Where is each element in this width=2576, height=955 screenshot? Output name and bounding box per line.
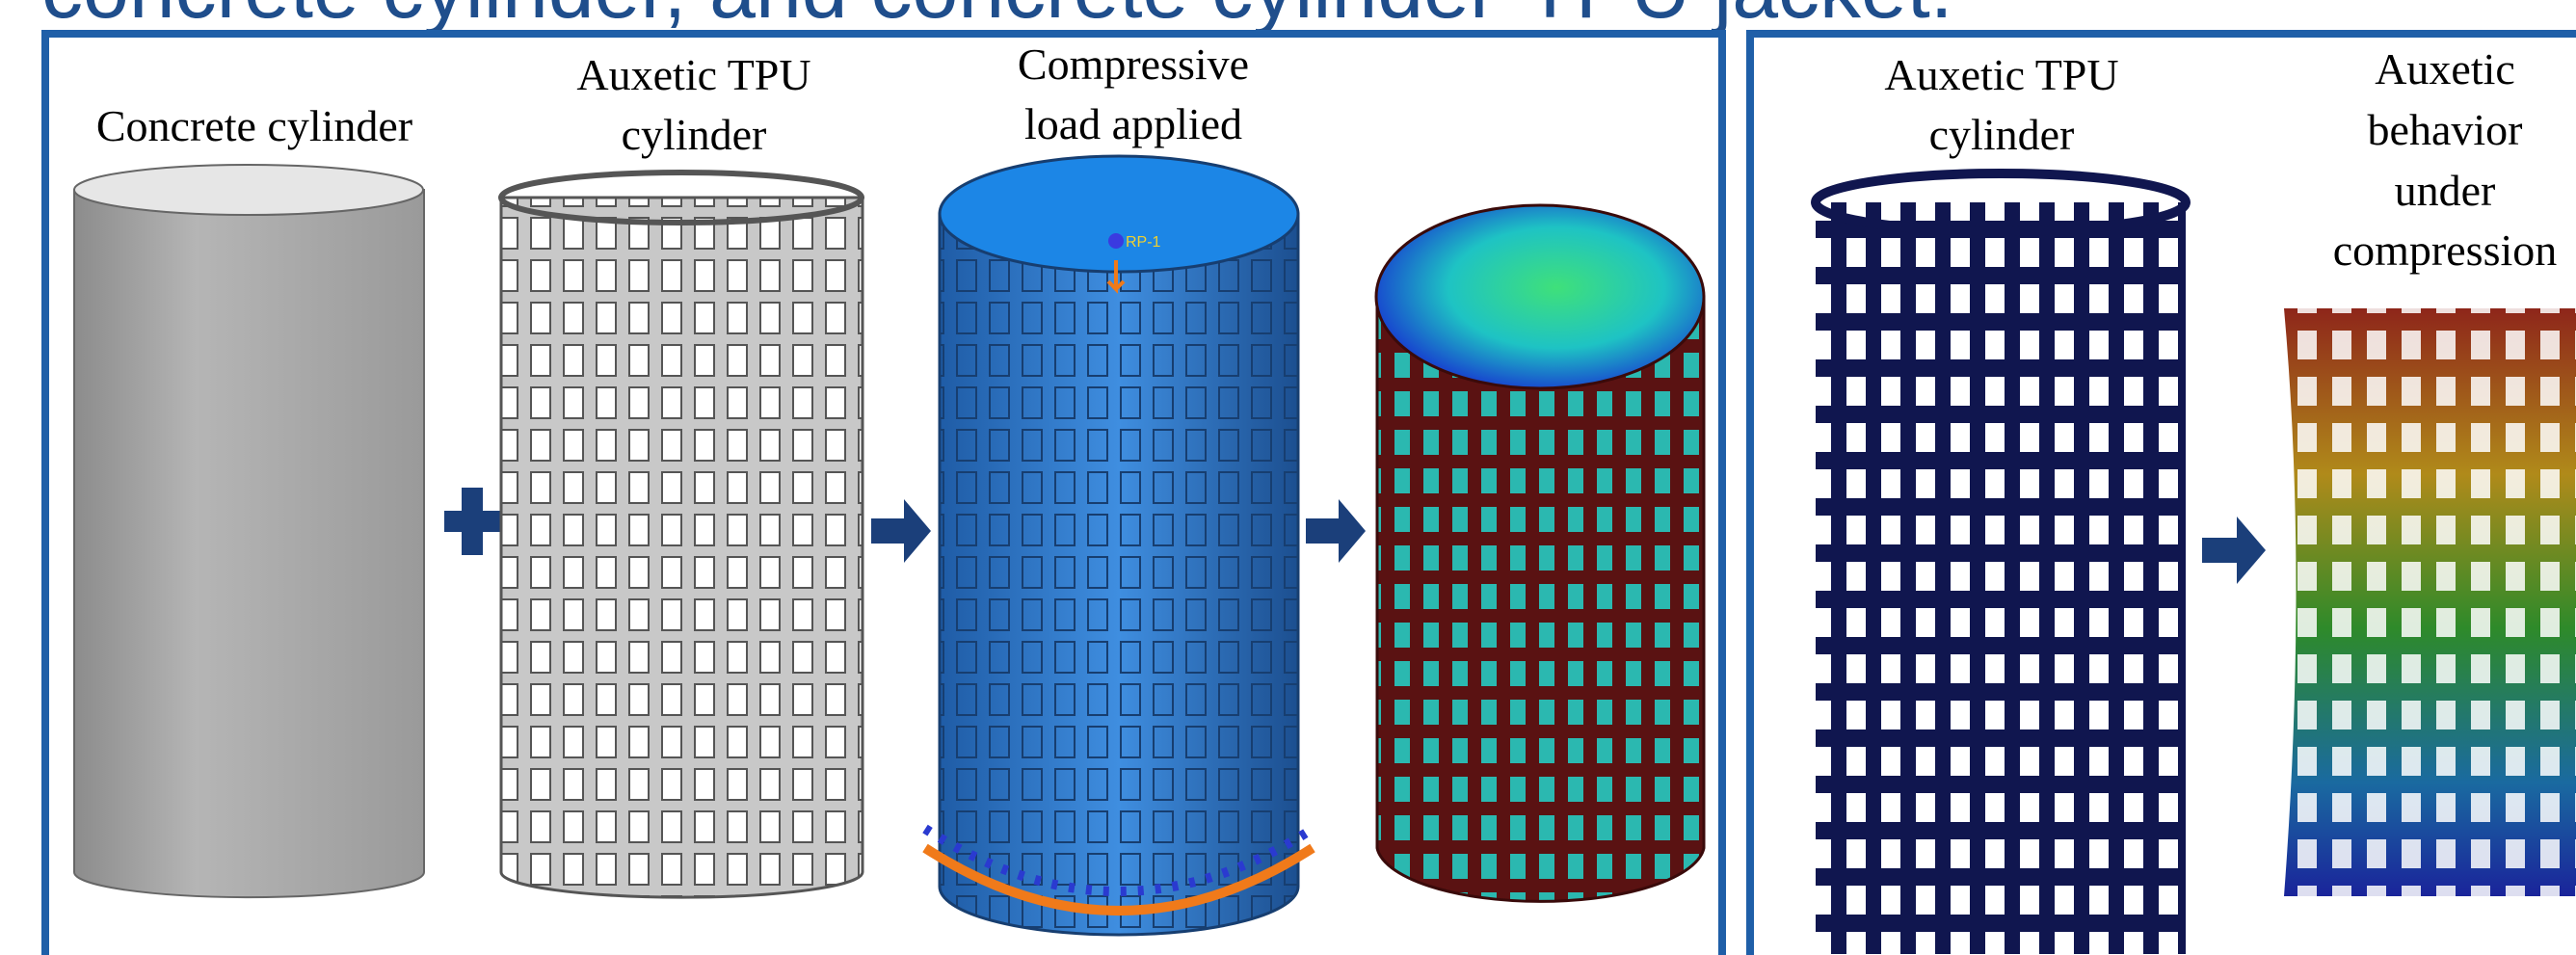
- tpu-cylinder: [501, 172, 863, 897]
- arrow: [2202, 517, 2266, 584]
- label: Concrete cylinder: [96, 101, 412, 150]
- arrow: [1306, 499, 1366, 563]
- label: Auxetic: [2375, 44, 2515, 93]
- deformed-cylinder: [2274, 289, 2576, 906]
- label: Auxetic TPU: [1884, 50, 2118, 99]
- reference-point-label: RP-1: [1126, 234, 1161, 251]
- figure: concrete cylinder, and concrete cylinder…: [0, 0, 2576, 955]
- label: cylinder: [622, 110, 767, 159]
- label: under: [2395, 166, 2496, 215]
- arrow: [871, 499, 931, 563]
- page: concrete cylinder, and concrete cylinder…: [0, 0, 2576, 955]
- plus-icon: [444, 488, 500, 555]
- label: cylinder: [1929, 110, 2075, 159]
- label: compression: [2333, 225, 2558, 275]
- loaded-cylinder: RP-1: [925, 156, 1313, 935]
- label: behavior: [2368, 105, 2523, 154]
- navy-tpu-cylinder: [1816, 173, 2186, 954]
- label: Compressive: [1018, 40, 1249, 89]
- label: Auxetic TPU: [576, 50, 810, 99]
- label: load applied: [1024, 99, 1242, 148]
- concrete-cylinder: [74, 165, 424, 897]
- result-cylinder: [1376, 205, 1704, 901]
